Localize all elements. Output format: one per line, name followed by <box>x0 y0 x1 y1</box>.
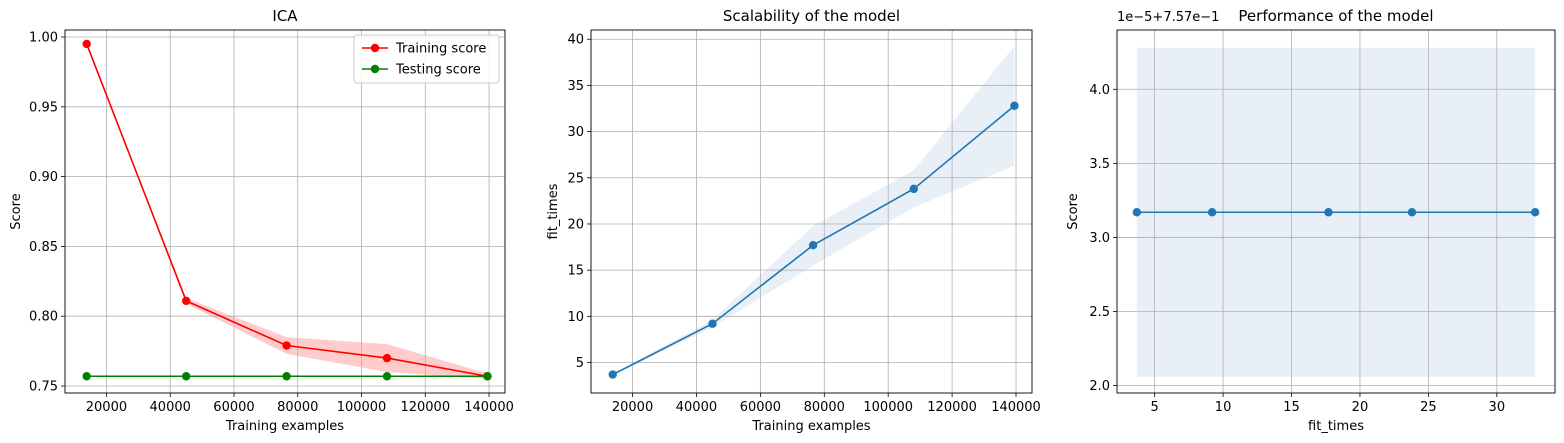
x-tick-label: 25 <box>1420 400 1437 415</box>
data-point <box>909 184 918 194</box>
data-point <box>282 372 291 381</box>
x-tick-label: 120000 <box>927 400 977 415</box>
y-tick-label: 0.85 <box>29 240 58 255</box>
data-point <box>181 372 191 381</box>
x-tick-label: 40000 <box>676 400 717 415</box>
x-tick-label: 15 <box>1283 400 1300 415</box>
x-tick-label: 20000 <box>86 400 127 415</box>
x-tick-label: 10 <box>1215 400 1232 415</box>
confidence-band <box>612 45 1015 376</box>
data-point <box>282 341 291 350</box>
x-tick-label: 20 <box>1352 400 1369 415</box>
x-axis-label: Training examples <box>225 419 344 434</box>
y-tick-label: 25 <box>567 171 584 186</box>
chart-2: 20000 40000 60000 80000 100000 120000 140000 5 1… <box>546 7 1041 434</box>
data-point <box>82 39 91 49</box>
y-tick-label: 30 <box>567 125 584 140</box>
y-tick-label: 3.5 <box>1089 157 1110 172</box>
x-tick-label: 80000 <box>277 400 318 415</box>
x-tick-label: 100000 <box>863 400 913 415</box>
axes-frame <box>64 29 506 394</box>
data-point <box>1407 208 1417 217</box>
data-point <box>1132 208 1142 217</box>
axes-frame <box>1116 29 1556 394</box>
y-tick-label: 4.0 <box>1089 83 1110 98</box>
y-axis-label: Score <box>9 193 24 229</box>
data-point <box>382 353 392 363</box>
x-tick-label: 60000 <box>740 400 781 415</box>
y-tick-label: 10 <box>567 310 584 325</box>
data-point <box>1010 101 1019 110</box>
y-tick-label: 0.95 <box>29 100 58 115</box>
data-point <box>483 372 492 381</box>
y-tick-label: 20 <box>567 217 584 232</box>
y-axis-label: fit_times <box>546 183 561 239</box>
data-point <box>82 372 91 381</box>
legend-box <box>353 34 500 84</box>
confidence-band <box>86 43 488 380</box>
chart-3: 5 10 15 20 25 30 2.0 2.5 3.0 3.5 4.0 Performance of… <box>1066 7 1556 434</box>
x-tick-label: 100000 <box>337 400 387 415</box>
x-tick-label: 140000 <box>991 400 1041 415</box>
data-point <box>708 319 717 328</box>
chart-title: ICA <box>272 7 298 25</box>
data-point <box>382 372 392 381</box>
data-point <box>1530 208 1540 217</box>
y-axis-label: Score <box>1066 193 1081 229</box>
y-tick-label: 15 <box>567 264 584 279</box>
y-offset-label: 1e−5+7.57e−1 <box>1117 10 1219 25</box>
y-tick-label: 2.5 <box>1089 305 1110 320</box>
legend-marker <box>370 43 380 53</box>
x-tick-label: 120000 <box>400 400 450 415</box>
y-tick-label: 2.0 <box>1089 379 1110 394</box>
y-tick-label: 5 <box>576 356 584 371</box>
data-point <box>1207 208 1217 217</box>
x-axis-label: Training examples <box>751 419 870 434</box>
data-point <box>808 241 818 250</box>
legend-marker <box>370 64 380 74</box>
data-point <box>181 296 191 306</box>
chart-title: Performance of the model <box>1238 7 1433 25</box>
legend-label: Training score <box>395 42 486 57</box>
x-axis-label: fit_times <box>1308 419 1364 434</box>
x-tick-label: 20000 <box>612 400 653 415</box>
x-tick-label: 140000 <box>464 400 514 415</box>
series-line <box>85 43 488 378</box>
data-point <box>1324 208 1333 217</box>
y-tick-label: 0.80 <box>29 310 58 325</box>
legend-label: Testing score <box>395 63 481 78</box>
axes-frame <box>590 29 1033 394</box>
y-tick-label: 35 <box>567 79 584 94</box>
data-point <box>608 370 617 379</box>
x-tick-label: 30 <box>1489 400 1506 415</box>
x-tick-label: 80000 <box>804 400 845 415</box>
chart-title: Scalability of the model <box>723 7 900 25</box>
chart-1: 20000 40000 60000 80000 100000 120000 140000 0.… <box>9 7 514 434</box>
x-tick-label: 5 <box>1151 400 1159 415</box>
legend: Training score Testing score <box>353 34 500 84</box>
y-tick-label: 3.0 <box>1089 231 1110 246</box>
y-tick-label: 0.75 <box>29 380 58 395</box>
y-tick-label: 0.90 <box>29 170 58 185</box>
x-tick-label: 60000 <box>213 400 254 415</box>
y-tick-label: 40 <box>567 33 584 48</box>
x-tick-label: 40000 <box>150 400 191 415</box>
y-tick-label: 1.00 <box>29 30 58 45</box>
